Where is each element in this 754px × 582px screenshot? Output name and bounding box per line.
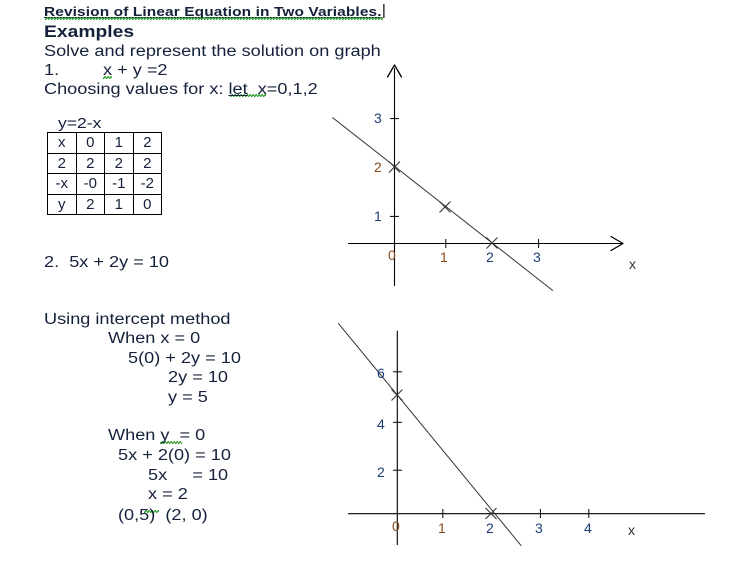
svg-text:3: 3 [535,520,543,536]
svg-text:1: 1 [438,520,446,536]
svg-text:x: x [628,522,635,538]
svg-text:0: 0 [392,518,400,534]
svg-text:6: 6 [377,365,385,381]
svg-text:2: 2 [377,464,385,480]
svg-text:4: 4 [584,520,592,536]
svg-text:4: 4 [377,416,385,432]
svg-text:2: 2 [486,520,494,536]
